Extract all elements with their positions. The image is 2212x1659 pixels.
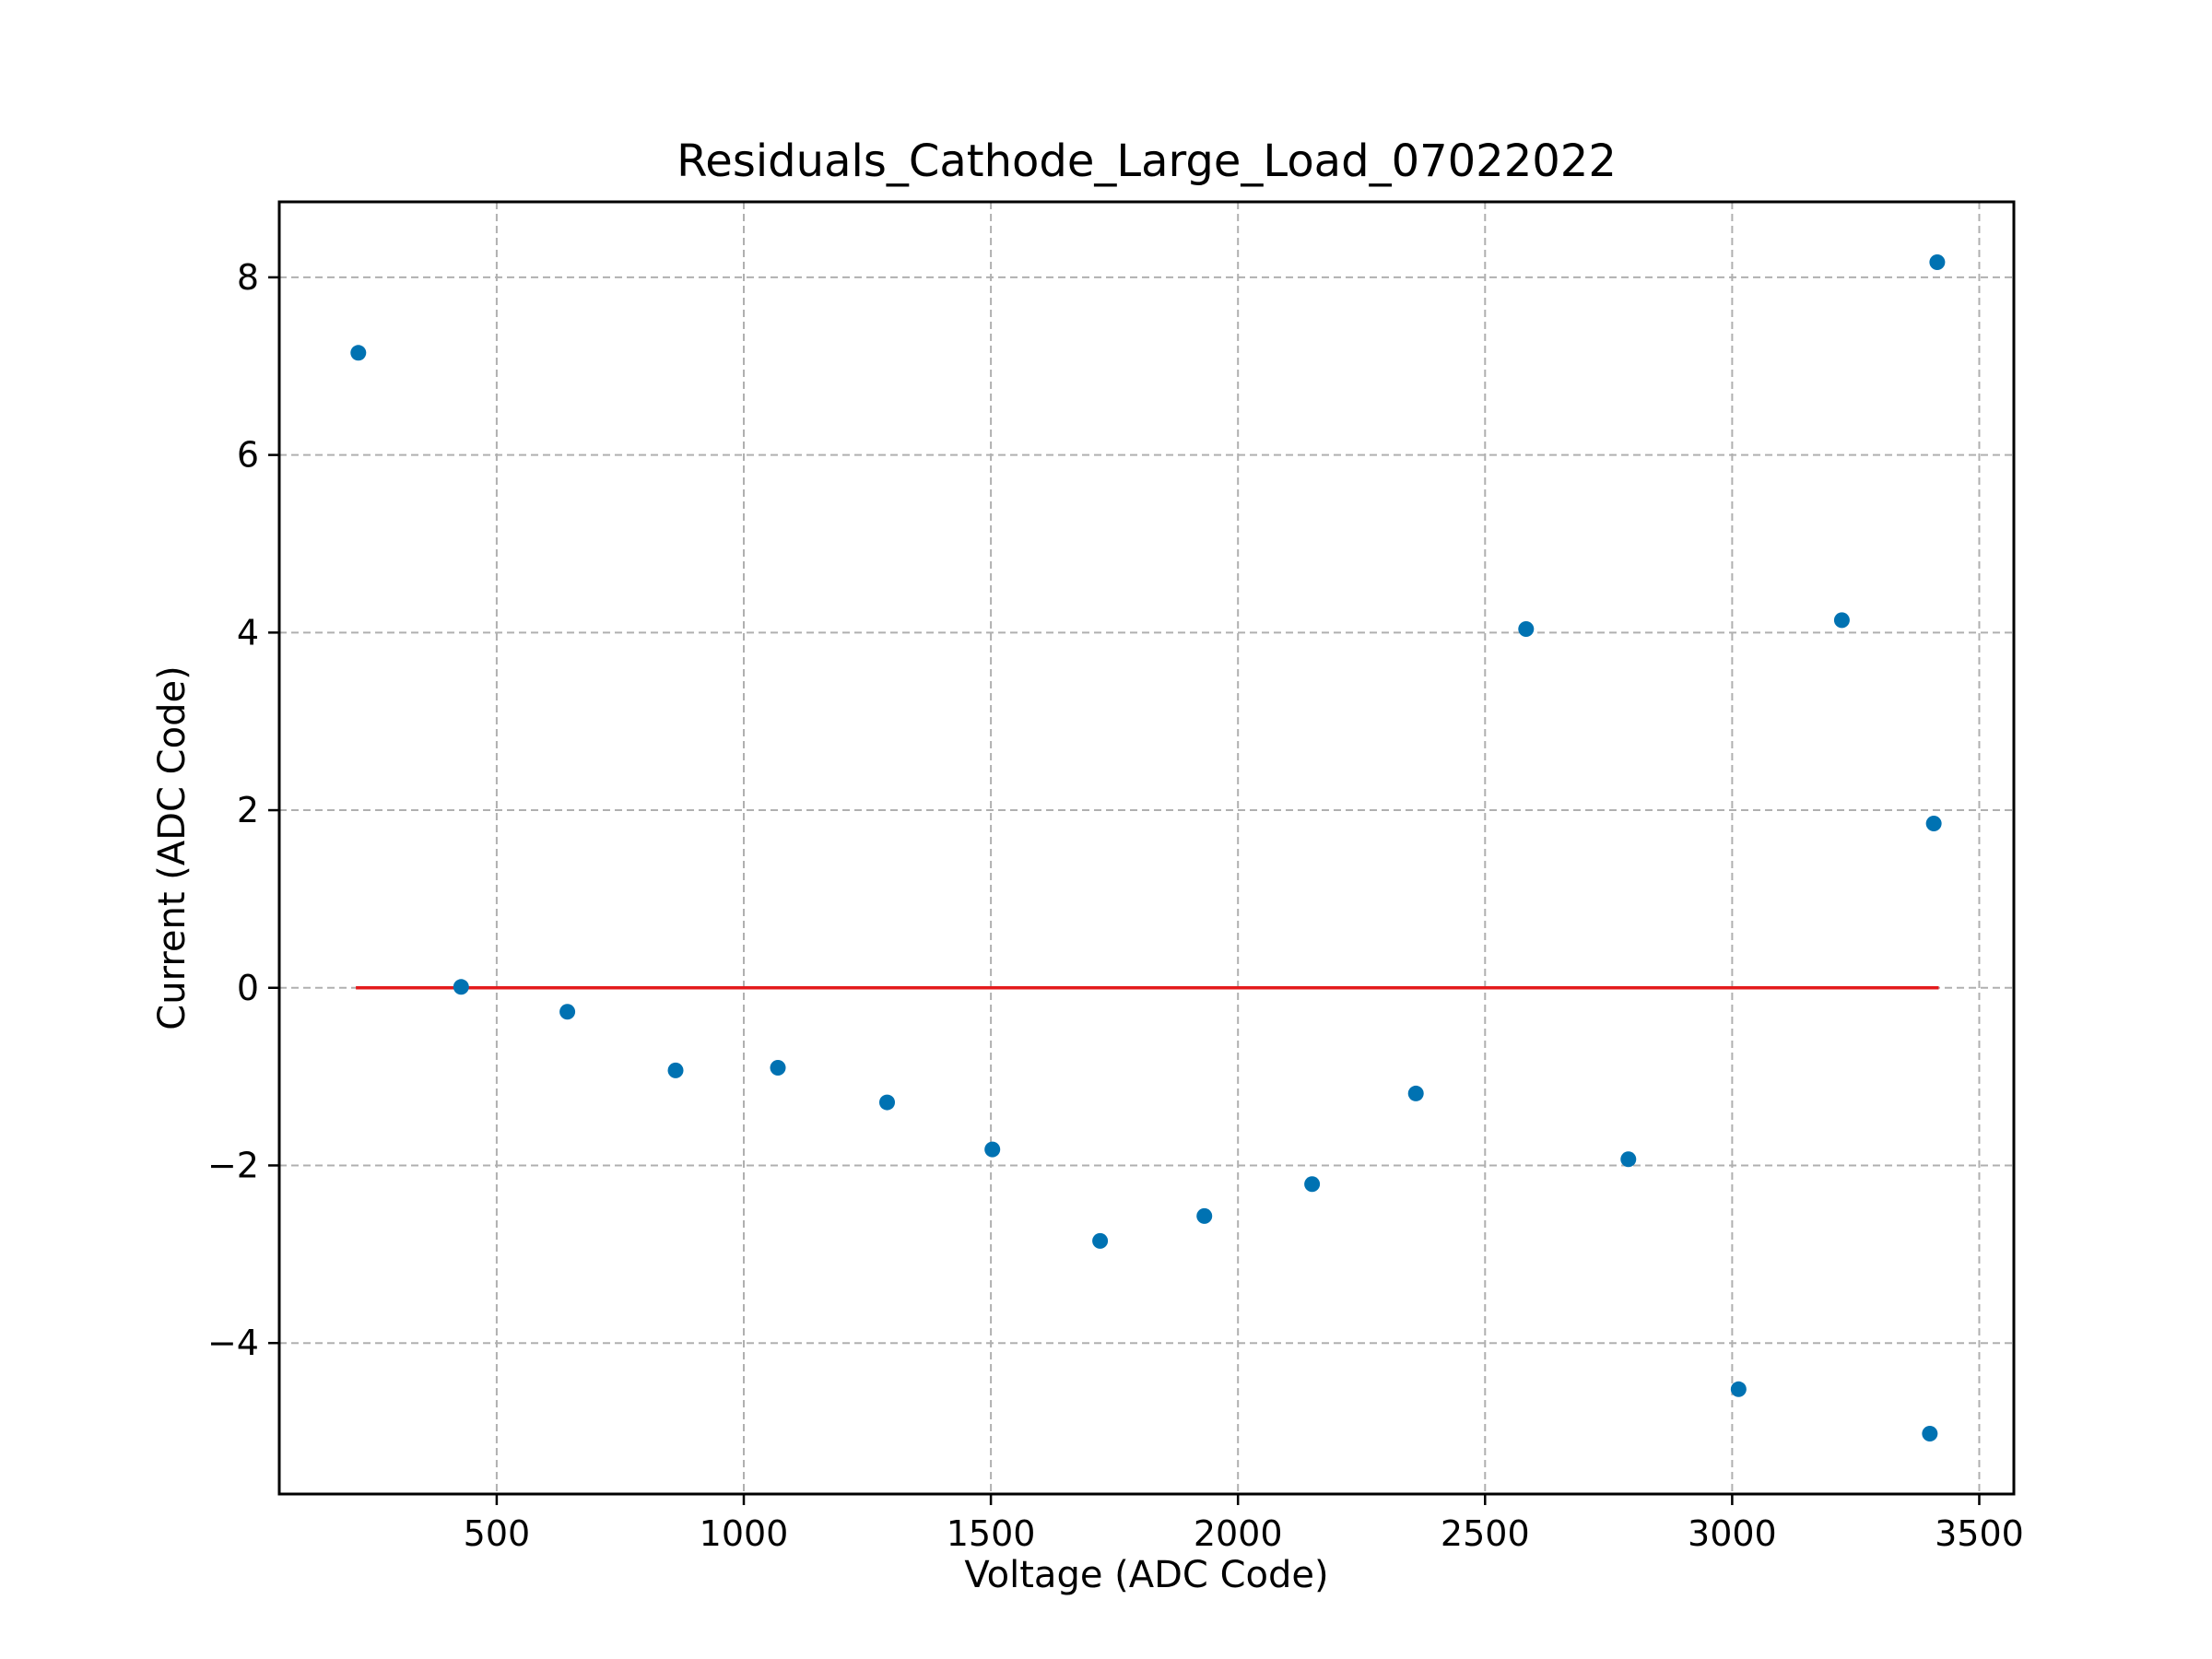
x-axis-ticks: 500 1000 1500 2000 2500 3000 3500 <box>464 1494 2024 1554</box>
y-axis-ticks: −4 −2 0 2 4 6 8 <box>207 257 279 1363</box>
x-tick-label: 1500 <box>947 1513 1036 1554</box>
y-tick-label: 8 <box>237 257 259 298</box>
data-point <box>1196 1207 1213 1224</box>
x-axis-label: Voltage (ADC Code) <box>964 1554 1328 1596</box>
y-tick-label: −2 <box>207 1145 259 1185</box>
data-point <box>350 345 367 361</box>
data-point <box>1407 1085 1424 1101</box>
data-point <box>770 1059 786 1076</box>
chart-title: Residuals_Cathode_Large_Load_07022022 <box>677 135 1617 187</box>
y-axis-label: Current (ADC Code) <box>151 665 194 1030</box>
y-tick-label: 4 <box>237 612 259 653</box>
data-point <box>1925 816 1942 832</box>
y-tick-label: 0 <box>237 968 259 1008</box>
x-tick-label: 1000 <box>700 1513 789 1554</box>
data-point <box>1833 612 1850 629</box>
data-point <box>1092 1232 1109 1249</box>
data-point <box>1518 620 1535 637</box>
x-tick-label: 3000 <box>1688 1513 1777 1554</box>
data-point <box>1304 1176 1321 1193</box>
data-point <box>984 1141 1001 1158</box>
x-tick-label: 500 <box>464 1513 531 1554</box>
data-point <box>667 1062 684 1078</box>
data-point <box>879 1094 896 1111</box>
data-point <box>453 979 469 995</box>
y-tick-label: 2 <box>237 790 259 830</box>
data-point <box>1922 1425 1938 1441</box>
data-point <box>1929 254 1946 271</box>
data-points <box>350 254 1946 1441</box>
data-point <box>1620 1151 1637 1168</box>
data-point <box>1730 1381 1747 1397</box>
y-tick-label: −4 <box>207 1323 259 1363</box>
plot-frame <box>277 200 2016 1496</box>
y-tick-label: 6 <box>237 435 259 476</box>
x-tick-label: 3500 <box>1935 1513 2024 1554</box>
x-tick-label: 2000 <box>1194 1513 1283 1554</box>
x-tick-label: 2500 <box>1441 1513 1530 1554</box>
data-point <box>559 1004 576 1020</box>
